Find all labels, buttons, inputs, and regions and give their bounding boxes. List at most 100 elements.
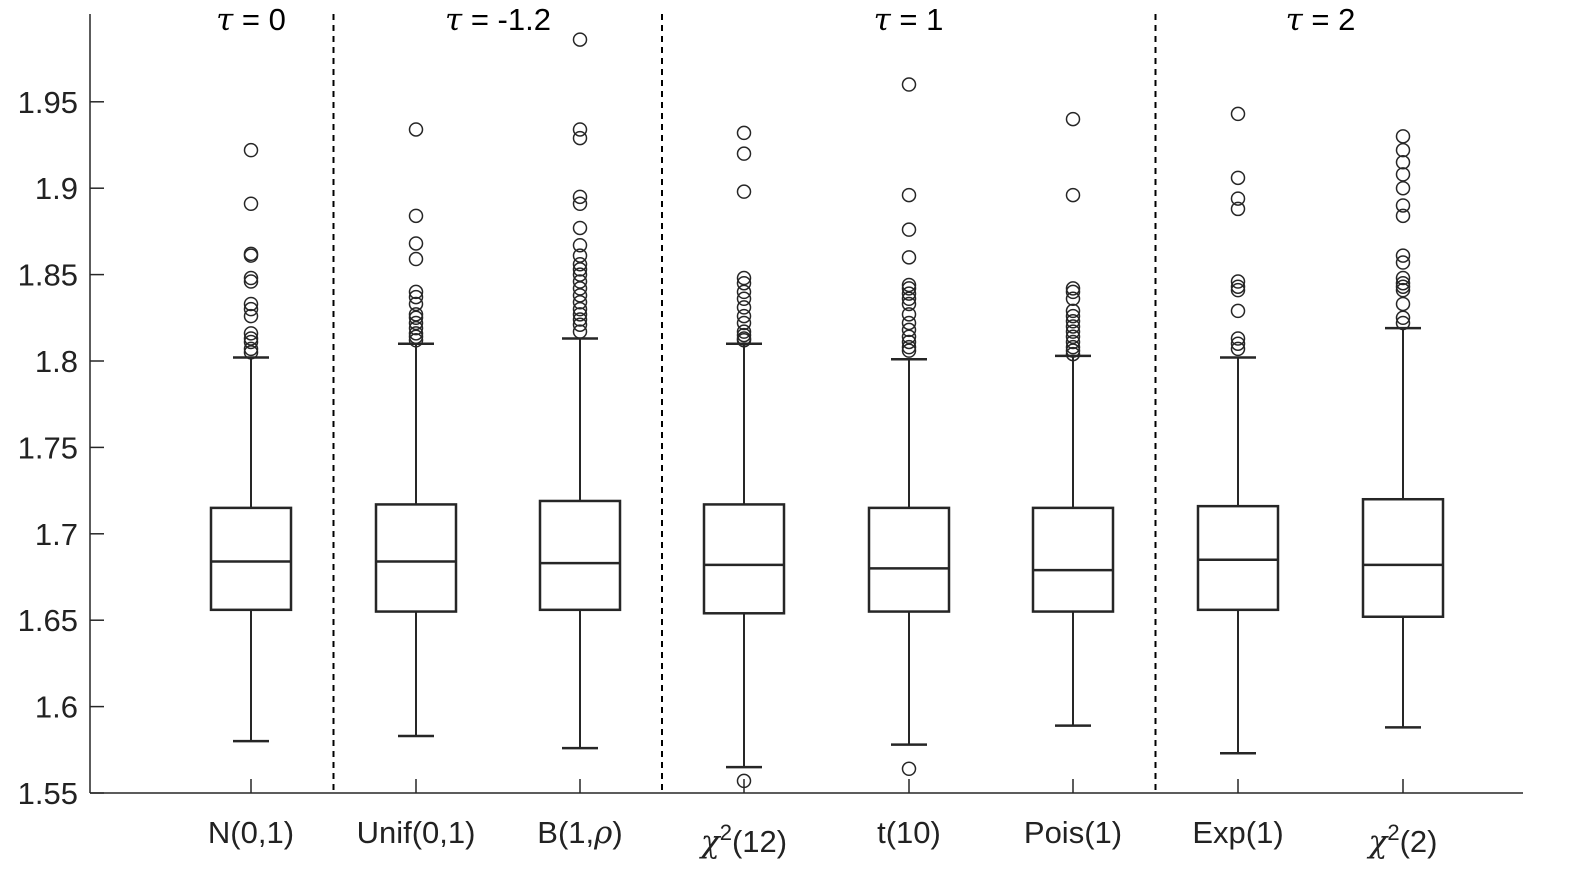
outlier-point (901, 187, 917, 203)
group-label-3: τ = 2 (1286, 2, 1356, 38)
outlier-point (1395, 167, 1411, 182)
y-tick-label: 1.7 (35, 517, 78, 552)
x-category-label: Exp(1) (1192, 815, 1283, 850)
outlier-point (1065, 319, 1081, 334)
outlier-point (243, 326, 259, 341)
outlier-point (1395, 129, 1411, 144)
outlier-point (1395, 208, 1411, 224)
outlier-point (1065, 281, 1081, 296)
outlier-point (572, 237, 588, 253)
outlier-point (1230, 331, 1246, 346)
outlier-point (901, 296, 917, 312)
outlier-point (1065, 291, 1081, 307)
axes-layer: 1.55 1.6 1.65 1.7 1.75 1.8 1.85 1.9 1.95 (18, 14, 1523, 811)
y-tick-label: 1.8 (35, 344, 78, 379)
outlier-point (901, 761, 917, 777)
outlier-point (1065, 303, 1081, 319)
box-2 (538, 32, 622, 750)
outlier-point (572, 130, 588, 146)
outlier-point (901, 277, 917, 293)
outlier-point (736, 291, 752, 307)
outlier-point (736, 270, 752, 286)
outlier-point (572, 248, 588, 263)
y-tick-label: 1.65 (18, 603, 78, 638)
outlier-point (1230, 106, 1246, 122)
outlier-point (1395, 270, 1411, 286)
outlier-point (736, 333, 752, 348)
box-iqr (702, 503, 786, 615)
outlier-point (243, 341, 259, 357)
labels-layer: N(0,1) Unif(0,1) B(1,ρ) χ2(12) t(10) Pois(1) E… (208, 2, 1438, 860)
group-label-1: τ = -1.2 (445, 2, 551, 38)
outlier-point (243, 331, 259, 346)
outlier-point (1065, 314, 1081, 329)
group-label-2: τ = 1 (874, 2, 944, 38)
x-category-label: t(10) (877, 815, 941, 850)
box-5 (1031, 111, 1115, 727)
outlier-point (1395, 198, 1411, 213)
box-iqr (538, 499, 622, 612)
outlier-point (736, 125, 752, 141)
outlier-point (736, 327, 752, 343)
outlier-point (408, 296, 424, 312)
outlier-point (408, 326, 424, 341)
outlier-point (901, 286, 917, 301)
x-category-label: B(1,ρ) (537, 815, 622, 851)
outlier-point (901, 291, 917, 307)
outlier-point (572, 122, 588, 137)
outlier-point (736, 315, 752, 331)
outlier-point (901, 307, 917, 322)
box-iqr (1361, 497, 1445, 618)
outlier-point (572, 267, 588, 282)
outlier-point (901, 222, 917, 237)
outlier-point (408, 310, 424, 326)
outlier-point (572, 324, 588, 339)
outlier-point (1395, 255, 1411, 270)
outlier-point (901, 250, 917, 265)
outlier-point (1230, 282, 1246, 298)
outlier-point (572, 317, 588, 332)
y-tick-label: 1.95 (18, 85, 78, 120)
outlier-point (408, 329, 424, 345)
y-tick-label: 1.75 (18, 430, 78, 465)
outlier-point (1065, 324, 1081, 339)
outlier-point (572, 274, 588, 289)
y-tick-label: 1.85 (18, 258, 78, 293)
outlier-point (736, 308, 752, 324)
x-category-label: N(0,1) (208, 815, 294, 850)
outlier-point (1395, 310, 1411, 326)
outlier-point (572, 301, 588, 317)
outlier-point (1065, 329, 1081, 345)
outlier-point (243, 270, 259, 286)
outlier-point (243, 334, 259, 350)
y-tick-label: 1.9 (35, 171, 78, 206)
outlier-point (736, 275, 752, 291)
outlier-point (1230, 336, 1246, 351)
outlier-point (1395, 296, 1411, 312)
outlier-point (736, 184, 752, 199)
outlier-point (736, 300, 752, 315)
outlier-point (408, 284, 424, 300)
x-category-label: χ2(2) (1367, 820, 1438, 861)
outlier-point (1065, 334, 1081, 350)
outlier-point (572, 220, 588, 236)
outlier-point (901, 343, 917, 358)
outlier-point (243, 196, 259, 212)
outlier-point (1230, 279, 1246, 294)
outlier-point (901, 315, 917, 331)
box-iqr (209, 506, 293, 612)
y-tick-label: 1.6 (35, 690, 78, 725)
outlier-point (1065, 343, 1081, 358)
outlier-point (901, 329, 917, 345)
outlier-point (1065, 187, 1081, 203)
outlier-point (1395, 282, 1411, 298)
box-7 (1361, 129, 1445, 729)
outlier-point (572, 256, 588, 272)
outlier-point (736, 324, 752, 339)
outlier-point (408, 315, 424, 331)
group-label-0: τ = 0 (216, 2, 286, 38)
outlier-point (572, 32, 588, 47)
outlier-point (1230, 341, 1246, 357)
outlier-point (901, 77, 917, 92)
